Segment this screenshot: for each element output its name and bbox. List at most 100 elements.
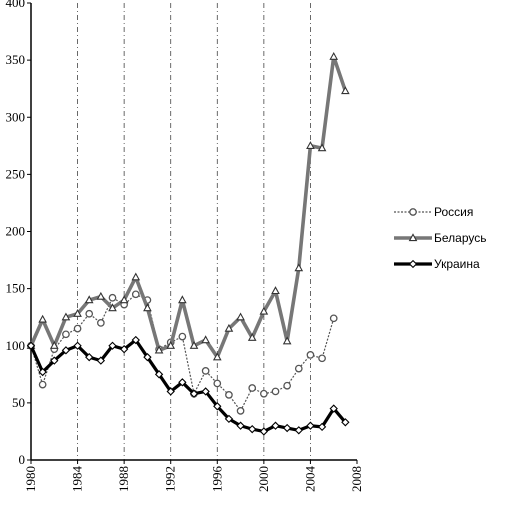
data-point xyxy=(166,387,175,396)
data-point xyxy=(306,421,315,430)
data-point xyxy=(225,391,233,399)
data-point xyxy=(49,341,59,349)
legend-marker xyxy=(408,233,418,242)
data-point xyxy=(329,314,338,323)
data-point xyxy=(119,344,129,354)
legend-marker xyxy=(408,259,418,269)
data-point xyxy=(259,306,269,315)
legend-item: Украина xyxy=(394,257,480,271)
y-tick-label: 200 xyxy=(6,224,26,239)
data-point xyxy=(236,421,245,430)
data-point xyxy=(271,421,280,430)
x-tick-label: 1992 xyxy=(163,466,178,492)
data-point xyxy=(166,341,176,349)
data-point xyxy=(306,141,315,149)
data-point xyxy=(201,387,210,396)
y-tick-label: 250 xyxy=(6,166,26,181)
y-tick-label: 400 xyxy=(6,0,26,10)
data-point xyxy=(318,354,326,363)
data-point xyxy=(73,341,82,350)
data-point xyxy=(178,378,187,387)
grid-layer xyxy=(77,3,311,460)
data-point xyxy=(154,345,164,354)
data-point xyxy=(317,143,327,152)
data-point xyxy=(97,319,105,327)
legend-item: Россия xyxy=(394,205,473,219)
data-point xyxy=(189,389,199,398)
data-point xyxy=(143,303,152,312)
data-point xyxy=(294,263,304,272)
data-point xyxy=(108,341,117,350)
data-point xyxy=(84,295,94,304)
data-point xyxy=(38,314,47,323)
data-point xyxy=(131,290,140,299)
data-point xyxy=(260,389,268,398)
data-point xyxy=(294,426,303,435)
series-line xyxy=(29,338,347,434)
data-point xyxy=(85,352,94,362)
series-line xyxy=(29,54,348,359)
data-point xyxy=(282,336,292,345)
data-point xyxy=(131,272,141,281)
data-point xyxy=(294,364,303,373)
data-point xyxy=(341,418,350,427)
data-point xyxy=(154,370,164,379)
data-point xyxy=(212,352,222,361)
data-point xyxy=(271,286,280,295)
y-tick-label: 350 xyxy=(6,52,26,67)
series-1 xyxy=(26,51,350,361)
data-point xyxy=(38,380,47,389)
x-tick-label: 2000 xyxy=(256,466,271,492)
data-point xyxy=(96,291,106,300)
data-point xyxy=(189,341,199,349)
data-point xyxy=(73,309,82,317)
legend: Россия Беларусь Украина xyxy=(394,205,486,271)
data-point xyxy=(108,303,117,312)
data-point xyxy=(61,312,71,321)
data-point xyxy=(50,356,59,365)
data-point xyxy=(85,309,94,318)
legend-item: Беларусь xyxy=(394,231,486,245)
data-point xyxy=(282,423,292,433)
data-point xyxy=(201,367,210,375)
y-tick-label: 300 xyxy=(6,109,26,124)
data-point xyxy=(26,341,36,350)
data-point xyxy=(329,51,339,60)
x-tick-label: 2008 xyxy=(349,466,364,492)
data-point xyxy=(201,335,210,344)
data-point xyxy=(73,324,82,333)
data-point xyxy=(61,346,71,355)
data-point xyxy=(213,402,222,411)
series-2 xyxy=(26,335,350,436)
ticks-layer: 0 50 100 150 200 250 300 350 400 1980 1984 1988 1992… xyxy=(6,0,365,492)
data-point xyxy=(62,330,70,339)
data-point xyxy=(306,351,315,359)
legend-label: Беларусь xyxy=(434,231,486,245)
data-point xyxy=(119,295,129,304)
legend-label: Украина xyxy=(434,257,480,271)
data-point xyxy=(248,384,257,392)
data-point xyxy=(224,414,234,424)
x-tick-label: 1988 xyxy=(116,466,131,492)
data-point xyxy=(131,335,140,345)
data-point xyxy=(213,379,222,388)
data-point xyxy=(236,312,245,321)
data-point xyxy=(224,323,234,332)
data-point xyxy=(248,424,257,434)
y-tick-label: 150 xyxy=(6,281,26,296)
data-point xyxy=(259,427,269,436)
data-point xyxy=(236,407,245,415)
data-point xyxy=(247,333,257,341)
y-tick-label: 0 xyxy=(19,452,26,467)
data-point xyxy=(96,356,106,365)
data-point xyxy=(317,422,327,432)
x-tick-label: 1996 xyxy=(209,466,224,493)
x-tick-label: 1984 xyxy=(70,466,85,493)
x-tick-label: 1980 xyxy=(23,466,38,492)
legend-marker xyxy=(409,208,417,216)
y-tick-label: 100 xyxy=(6,338,26,353)
legend-label: Россия xyxy=(434,205,473,219)
series-layer xyxy=(26,51,350,436)
data-point xyxy=(178,295,187,304)
